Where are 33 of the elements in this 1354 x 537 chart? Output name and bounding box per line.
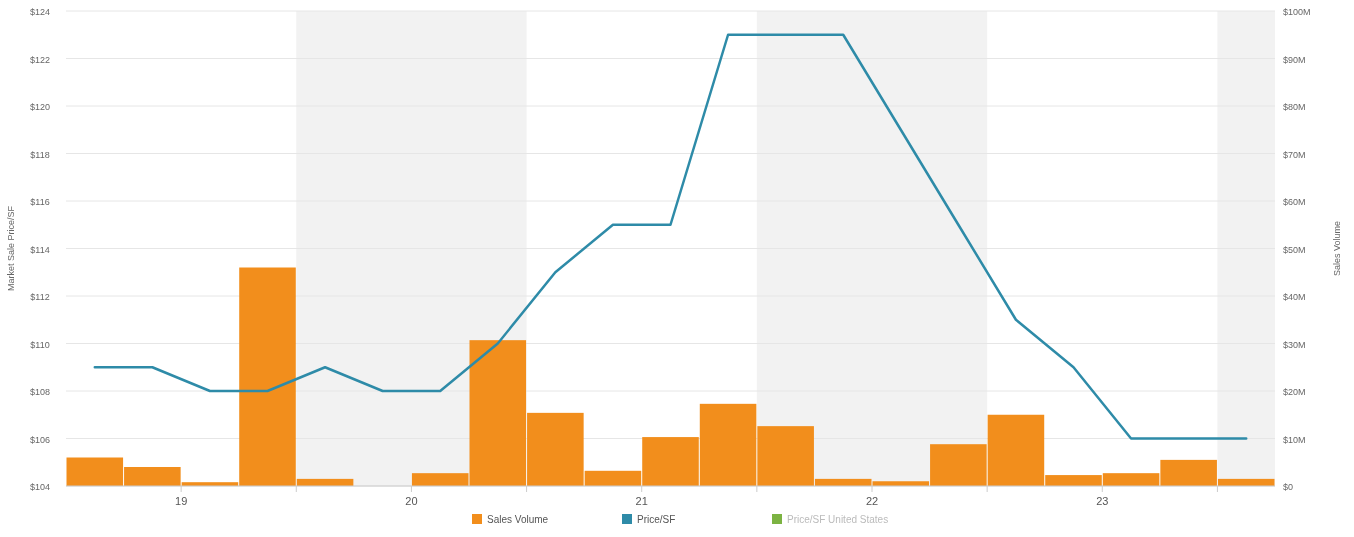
y2-tick-label: $0 <box>1283 482 1294 492</box>
y-tick-label: $110 <box>30 339 50 350</box>
y-axis-title: Market Sale Price/SF <box>6 205 16 292</box>
x-tick-label: 23 <box>1096 495 1109 507</box>
x-tick-label: 22 <box>865 495 879 507</box>
y2-axis-title: Sales Volume <box>1332 220 1342 277</box>
y-tick-label: $104 <box>29 482 51 492</box>
y-tick-label: $122 <box>29 54 51 65</box>
y2-tick-label: $40M <box>1283 292 1306 302</box>
y-tick-label: $108 <box>29 387 51 397</box>
y2-tick-label: $30M <box>1283 339 1306 350</box>
y2-tick-label: $90M <box>1283 54 1306 65</box>
y2-tick-label: $50M <box>1283 244 1306 255</box>
y-tick-label: $114 <box>30 244 50 255</box>
y2-tick-label: $20M <box>1283 387 1306 397</box>
legend-label: Sales Volume <box>487 514 549 525</box>
y-tick-label: $124 <box>29 7 51 17</box>
y-tick-label: $116 <box>30 197 50 207</box>
y2-tick-label: $70M <box>1283 149 1306 160</box>
y-tick-label: $112 <box>30 292 50 302</box>
line-series <box>93 33 1248 440</box>
x-tick-label: 20 <box>405 495 418 507</box>
legend-label: Price/SF United States <box>787 514 889 525</box>
x-tick-label: 21 <box>635 495 648 507</box>
x-tick-label: 19 <box>175 495 188 507</box>
y-tick-label: $106 <box>29 434 51 445</box>
y-tick-label: $120 <box>29 102 51 112</box>
y2-tick-label: $100M <box>1283 7 1311 17</box>
legend-label: Price/SF <box>637 514 676 525</box>
y2-tick-label: $60M <box>1283 197 1306 207</box>
y2-tick-label: $10M <box>1283 434 1306 445</box>
y2-tick-label: $80M <box>1283 102 1306 112</box>
y-tick-label: $118 <box>30 149 50 160</box>
